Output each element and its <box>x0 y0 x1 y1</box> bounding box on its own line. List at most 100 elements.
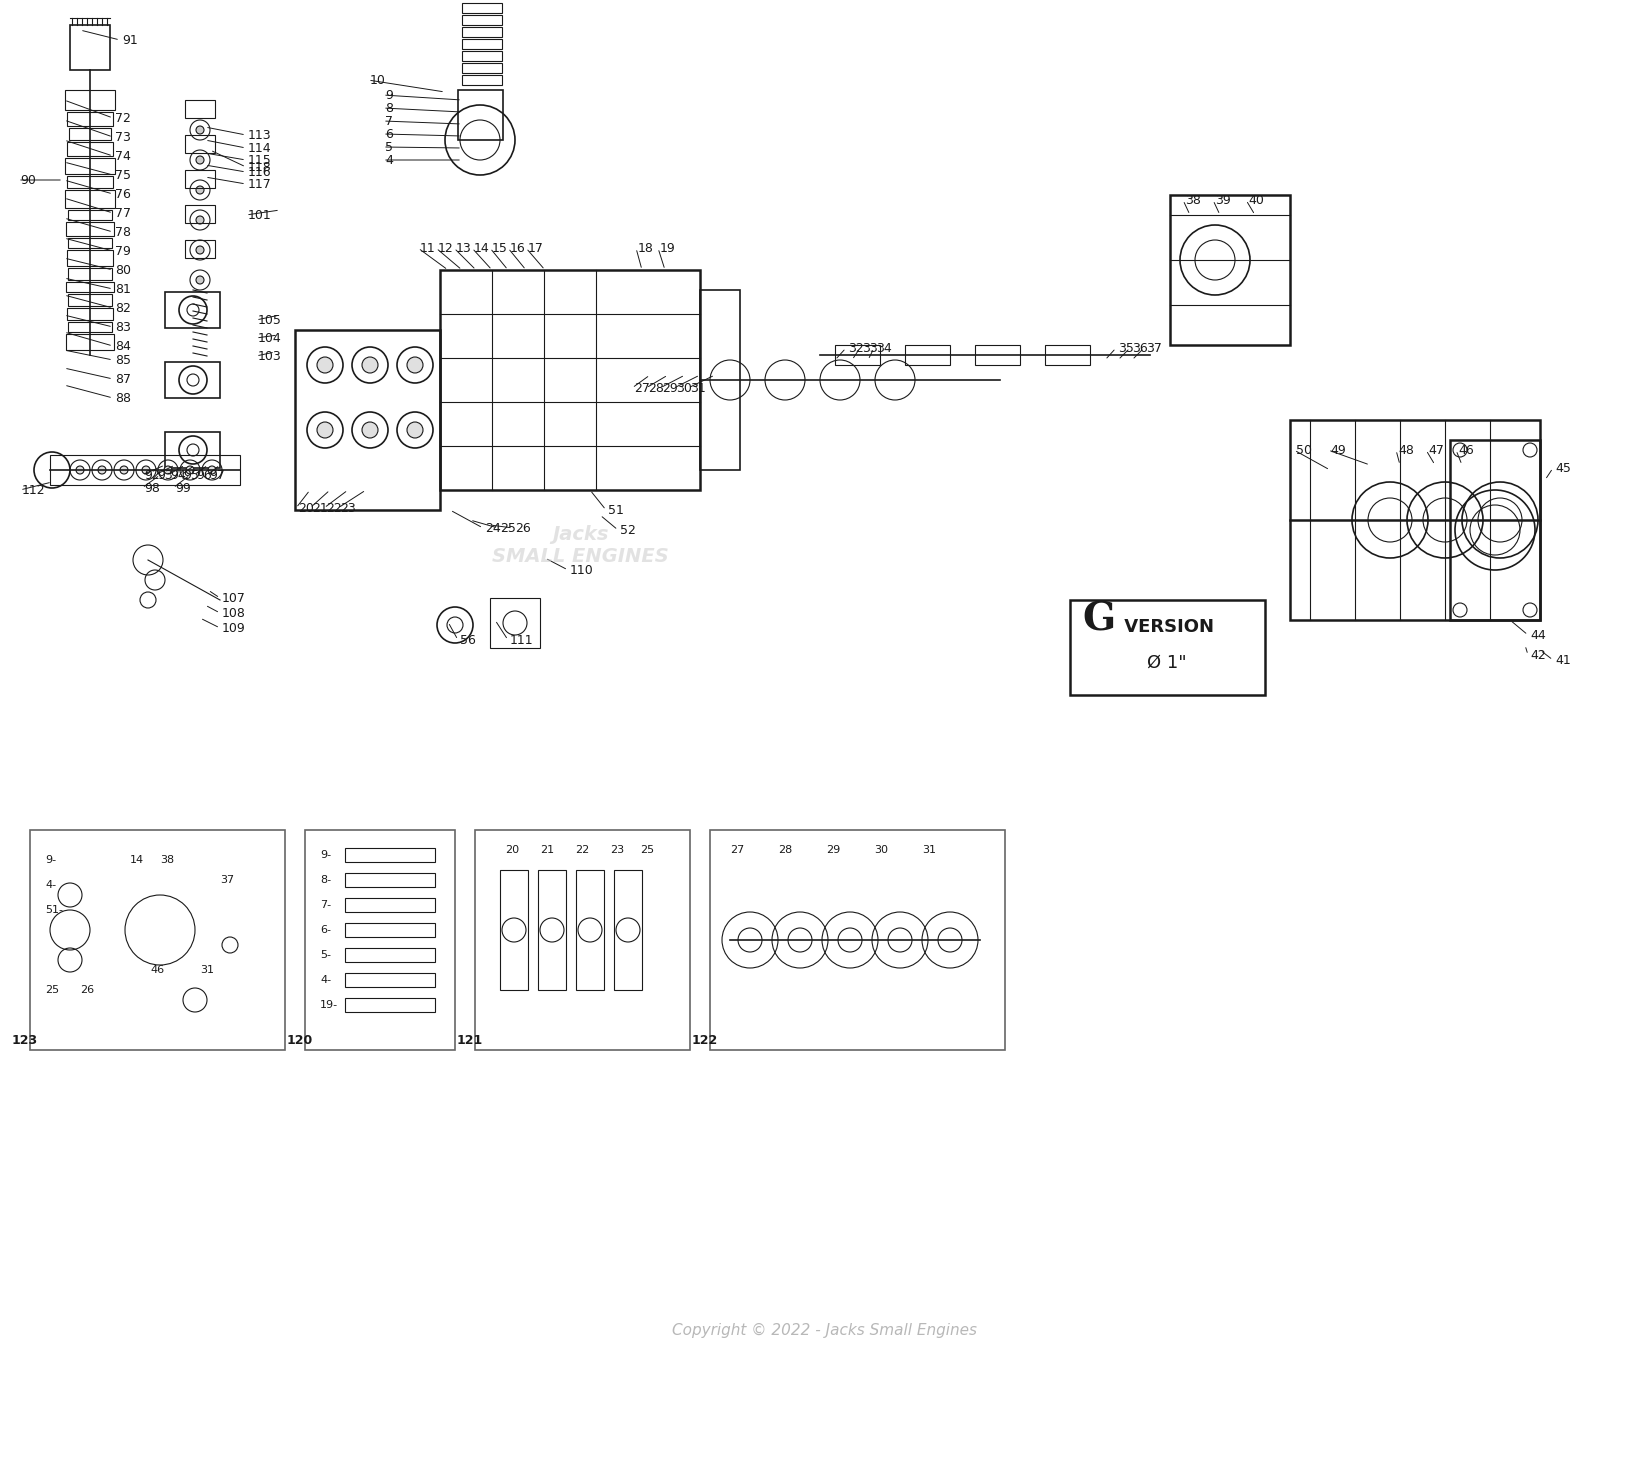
Text: 22: 22 <box>574 846 589 854</box>
Bar <box>475 830 690 1050</box>
Bar <box>490 598 540 647</box>
Bar <box>345 948 436 962</box>
Text: Jacks
SMALL ENGINES: Jacks SMALL ENGINES <box>492 525 668 566</box>
Text: 30: 30 <box>874 846 888 854</box>
Bar <box>66 281 114 292</box>
Text: 77: 77 <box>116 207 130 220</box>
Text: 123: 123 <box>12 1034 38 1047</box>
Text: Copyright © 2022 - Jacks Small Engines: Copyright © 2022 - Jacks Small Engines <box>673 1322 977 1337</box>
Circle shape <box>196 187 205 194</box>
Circle shape <box>196 276 205 284</box>
Bar <box>69 25 111 70</box>
Text: 5-: 5- <box>320 951 332 959</box>
Bar <box>68 295 112 306</box>
Bar <box>975 346 1020 364</box>
Text: 19-: 19- <box>320 1000 338 1010</box>
Bar <box>345 972 436 987</box>
Circle shape <box>361 421 378 437</box>
Bar <box>1069 601 1266 695</box>
Text: 113: 113 <box>248 128 272 141</box>
Text: 75: 75 <box>116 169 130 181</box>
Bar <box>68 322 112 332</box>
Text: 21: 21 <box>312 502 328 515</box>
Circle shape <box>163 467 172 474</box>
Text: 115: 115 <box>248 153 272 166</box>
Bar <box>462 74 502 85</box>
Bar <box>68 308 112 319</box>
Bar <box>462 15 502 25</box>
Bar <box>64 90 116 109</box>
Text: 26: 26 <box>515 522 531 535</box>
Text: Ø 1": Ø 1" <box>1147 655 1186 672</box>
Text: 39: 39 <box>1214 194 1231 207</box>
Bar <box>30 830 285 1050</box>
Text: 15: 15 <box>492 242 508 255</box>
Text: 46: 46 <box>1459 443 1473 456</box>
Bar <box>64 190 116 208</box>
Text: 8: 8 <box>384 102 393 115</box>
Text: 24: 24 <box>485 522 500 535</box>
Bar <box>66 334 114 350</box>
Text: 121: 121 <box>457 1034 483 1047</box>
Bar <box>185 206 214 223</box>
Text: 36: 36 <box>1132 341 1148 354</box>
Text: 14: 14 <box>130 854 144 865</box>
Text: 9: 9 <box>384 89 393 102</box>
Text: 111: 111 <box>510 633 533 646</box>
Text: 40: 40 <box>1247 194 1264 207</box>
Circle shape <box>186 467 195 474</box>
Text: 72: 72 <box>116 111 130 124</box>
Text: 7: 7 <box>384 115 393 127</box>
Text: 95: 95 <box>183 468 200 481</box>
Text: 13: 13 <box>455 242 472 255</box>
Text: 22: 22 <box>327 502 342 515</box>
Bar <box>345 997 436 1012</box>
Circle shape <box>76 467 84 474</box>
Bar <box>68 249 112 265</box>
Text: 9-: 9- <box>320 850 332 860</box>
Bar <box>165 292 219 328</box>
Text: 29: 29 <box>827 846 840 854</box>
Text: 87: 87 <box>116 372 130 385</box>
Bar <box>1450 440 1539 620</box>
Text: 20: 20 <box>505 846 520 854</box>
Text: 41: 41 <box>1554 653 1571 666</box>
Text: 9-: 9- <box>45 854 56 865</box>
Text: 99: 99 <box>175 481 191 494</box>
Text: 46: 46 <box>150 965 163 975</box>
Text: 74: 74 <box>116 150 130 162</box>
Bar <box>462 3 502 13</box>
Text: 21: 21 <box>540 846 554 854</box>
Text: 20: 20 <box>299 502 314 515</box>
Text: 82: 82 <box>116 302 130 315</box>
Text: 97: 97 <box>210 468 224 481</box>
Circle shape <box>142 467 150 474</box>
Text: 48: 48 <box>1398 443 1414 456</box>
Bar <box>68 141 112 156</box>
Text: 31: 31 <box>922 846 936 854</box>
Circle shape <box>196 125 205 134</box>
Bar <box>305 830 455 1050</box>
Text: 38: 38 <box>160 854 175 865</box>
Bar <box>462 51 502 61</box>
Text: 90: 90 <box>20 174 36 187</box>
Text: 108: 108 <box>223 607 246 620</box>
Text: 6: 6 <box>384 127 393 140</box>
Text: 25: 25 <box>640 846 653 854</box>
Text: 28: 28 <box>648 382 663 395</box>
Text: 4: 4 <box>384 153 393 166</box>
Bar <box>345 873 436 886</box>
Text: 7-: 7- <box>320 900 332 910</box>
Circle shape <box>361 357 378 373</box>
Text: 83: 83 <box>116 321 130 334</box>
Bar <box>68 210 112 220</box>
Bar <box>295 330 441 510</box>
Text: 38: 38 <box>1185 194 1201 207</box>
Bar <box>345 849 436 862</box>
Bar <box>462 39 502 50</box>
Text: 17: 17 <box>528 242 544 255</box>
Text: 122: 122 <box>691 1034 718 1047</box>
Circle shape <box>97 467 106 474</box>
Text: 50: 50 <box>1295 443 1312 456</box>
Text: 33: 33 <box>861 341 878 354</box>
